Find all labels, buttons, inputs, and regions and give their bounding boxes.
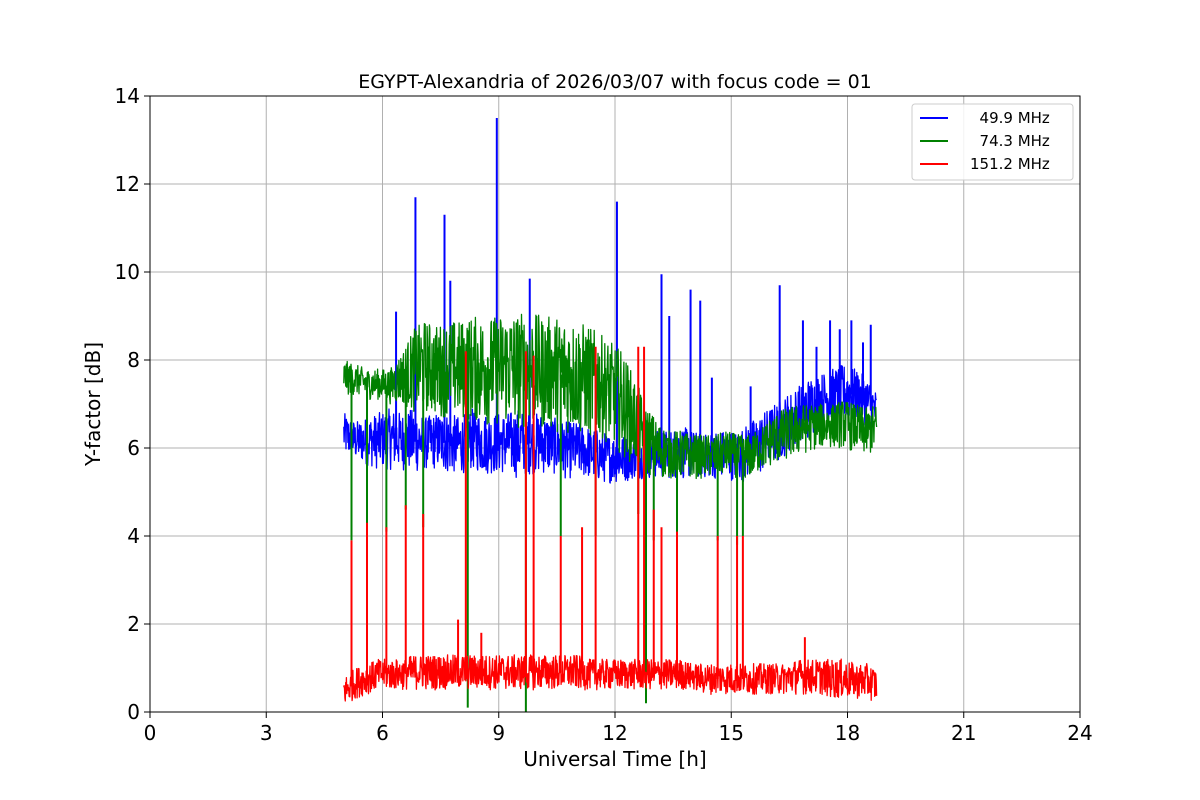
y-tick-label: 10 (115, 260, 140, 284)
x-axis: 0 3 6 9 12 15 18 21 24 (144, 712, 1093, 745)
legend-label: 74.3 MHz (970, 132, 1050, 150)
y-tick-label: 4 (127, 524, 140, 548)
x-tick-label: 18 (835, 721, 860, 745)
x-tick-label: 24 (1067, 721, 1092, 745)
legend-label: 49.9 MHz (970, 109, 1050, 127)
chart-title: EGYPT-Alexandria of 2026/03/07 with focu… (358, 71, 872, 93)
y-tick-label: 2 (127, 612, 140, 636)
series-line (343, 654, 878, 702)
y-tick-label: 14 (115, 84, 140, 108)
legend-box (911, 103, 1074, 181)
y-tick-label: 12 (115, 172, 140, 196)
y-tick-label: 0 (127, 700, 140, 724)
legend-label: 151.2 MHz (970, 155, 1050, 173)
series-151-2-mhz (343, 346, 878, 702)
x-tick-label: 9 (492, 721, 505, 745)
legend: 49.9 MHz 74.3 MHz 151.2 MHz (911, 103, 1074, 181)
x-tick-label: 6 (376, 721, 389, 745)
series-line (343, 313, 878, 480)
x-tick-label: 0 (144, 721, 157, 745)
x-tick-label: 12 (602, 721, 627, 745)
y-tick-label: 8 (127, 348, 140, 372)
y-axis-label: Y-factor [dB] (81, 342, 105, 467)
series-line (343, 364, 877, 484)
x-tick-label: 15 (719, 721, 744, 745)
y-tick-label: 6 (127, 436, 140, 460)
x-axis-label: Universal Time [h] (523, 747, 706, 771)
plot-area (343, 118, 878, 712)
x-tick-label: 3 (260, 721, 273, 745)
y-axis: 0 2 4 6 8 10 12 14 (115, 84, 150, 724)
x-tick-label: 21 (951, 721, 976, 745)
